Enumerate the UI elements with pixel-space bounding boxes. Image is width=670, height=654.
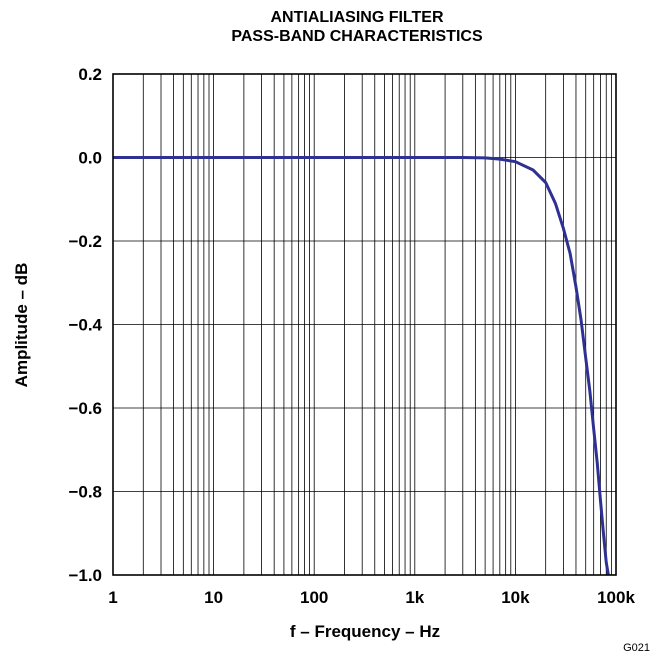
grid [112, 73, 617, 576]
figure-code: G021 [623, 642, 650, 654]
y-tick-labels: 0.2 0.0 −0.2 −0.4 −0.6 −0.8 −1.0 [68, 65, 102, 585]
chart-title-line-2: PASS-BAND CHARACTERISTICS [231, 28, 483, 45]
y-tick-label: 0.2 [78, 65, 102, 84]
y-tick-label: −1.0 [68, 566, 102, 585]
x-tick-labels: 1 10 100 1k 10k 100k [108, 588, 635, 607]
y-tick-label: −0.8 [68, 483, 102, 502]
x-tick-label: 1 [108, 588, 117, 607]
y-tick-label: −0.6 [68, 399, 102, 418]
x-axis-label: f – Frequency – Hz [290, 622, 440, 641]
x-tick-label: 100 [300, 588, 328, 607]
chart-title-line-1: ANTIALIASING FILTER [270, 9, 443, 26]
x-tick-label: 100k [597, 588, 635, 607]
y-tick-label: 0.0 [78, 149, 102, 168]
x-tick-label: 10k [501, 588, 530, 607]
series-line [113, 156, 610, 576]
x-tick-label: 10 [204, 588, 223, 607]
y-tick-label: −0.4 [68, 316, 102, 335]
y-axis-label: Amplitude – dB [12, 263, 31, 388]
x-tick-label: 1k [405, 588, 424, 607]
plot-frame [112, 73, 617, 576]
y-tick-label: −0.2 [68, 232, 102, 251]
